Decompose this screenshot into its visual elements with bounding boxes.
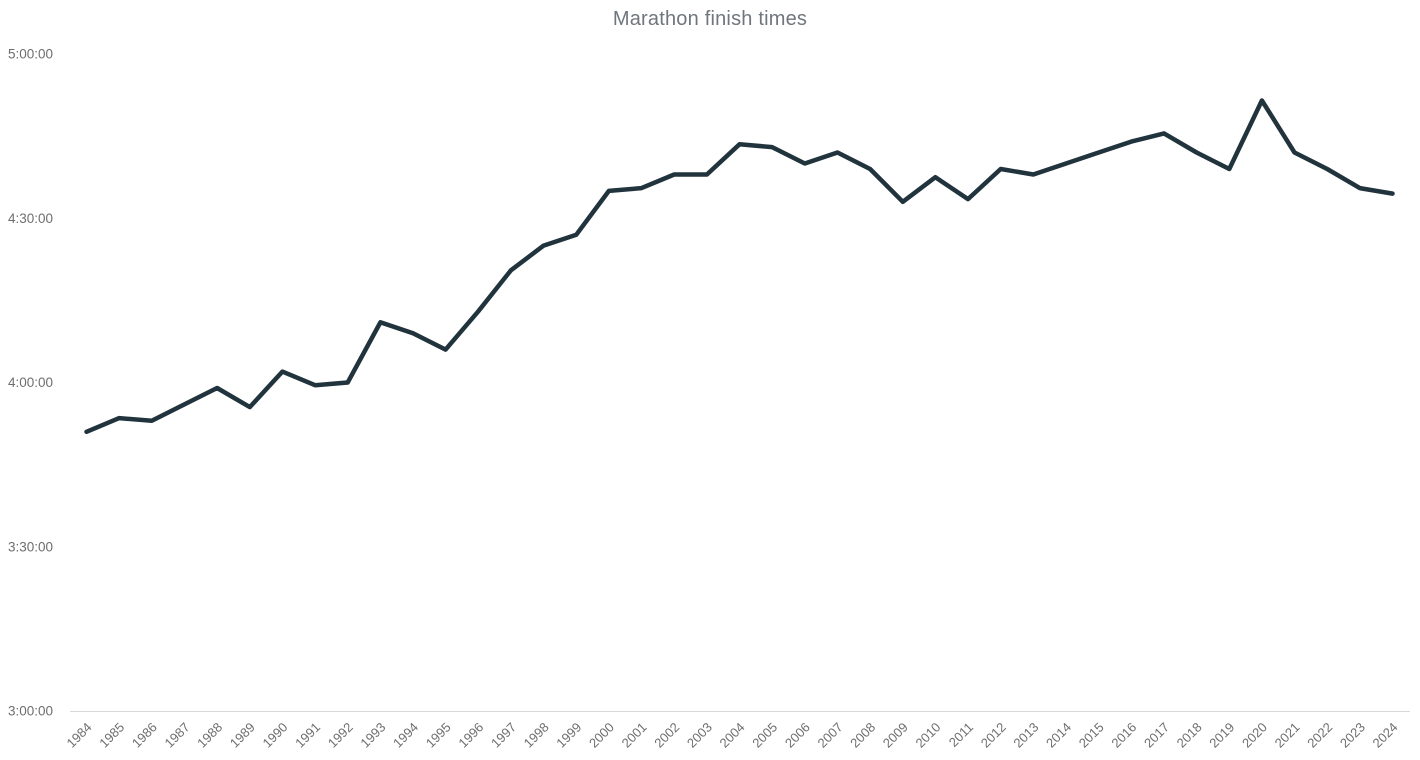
x-tick-label: 2009	[880, 720, 911, 751]
x-tick-label: 2022	[1304, 720, 1335, 751]
x-tick-label: 1999	[553, 720, 584, 751]
x-tick-label: 2014	[1043, 720, 1074, 751]
x-tick-label: 1991	[292, 720, 323, 751]
x-tick-label: 2015	[1076, 720, 1107, 751]
y-tick-label: 4:00:00	[8, 375, 53, 390]
x-tick-label: 1984	[64, 720, 95, 751]
x-tick-label: 1995	[423, 720, 454, 751]
x-tick-label: 2005	[749, 720, 780, 751]
x-tick-label: 2007	[815, 720, 846, 751]
x-tick-label: 1988	[194, 720, 225, 751]
x-tick-label: 2021	[1272, 720, 1303, 751]
x-tick-label: 1986	[129, 720, 160, 751]
x-tick-label: 2019	[1206, 720, 1237, 751]
x-tick-label: 2010	[912, 720, 943, 751]
y-tick-label: 5:00:00	[8, 47, 53, 62]
x-tick-label: 2003	[684, 720, 715, 751]
x-tick-label: 2012	[978, 720, 1009, 751]
chart-title: Marathon finish times	[612, 8, 808, 30]
y-tick-label: 4:30:00	[8, 211, 53, 226]
x-tick-label: 2001	[619, 720, 650, 751]
x-tick-label: 1985	[96, 720, 127, 751]
x-tick-label: 1993	[357, 720, 388, 751]
x-tick-label: 1996	[455, 720, 486, 751]
x-tick-label: 2008	[847, 720, 878, 751]
x-tick-label: 1997	[488, 720, 519, 751]
x-tick-label: 1990	[259, 720, 290, 751]
x-tick-label: 2013	[1010, 720, 1041, 751]
x-tick-label: 2017	[1141, 720, 1172, 751]
x-tick-label: 2023	[1337, 720, 1368, 751]
x-tick-label: 2002	[651, 720, 682, 751]
finish-times-line	[84, 98, 1395, 435]
x-tick-label: 1994	[390, 720, 421, 751]
x-tick-label: 2016	[1108, 720, 1139, 751]
x-tick-label: 2000	[586, 720, 617, 751]
x-tick-label: 2004	[717, 720, 748, 751]
x-tick-label: 2020	[1239, 720, 1270, 751]
y-tick-label: 3:00:00	[8, 704, 53, 719]
x-tick-label: 2018	[1174, 720, 1205, 751]
x-tick-label: 1992	[325, 720, 356, 751]
x-tick-label: 2024	[1370, 720, 1401, 751]
y-tick-label: 3:30:00	[8, 539, 53, 554]
x-tick-label: 2011	[946, 720, 976, 750]
x-tick-label: 1998	[521, 720, 552, 751]
x-tick-label: 1989	[227, 720, 258, 751]
x-tick-label: 1987	[162, 720, 193, 751]
x-tick-label: 2006	[782, 720, 813, 751]
